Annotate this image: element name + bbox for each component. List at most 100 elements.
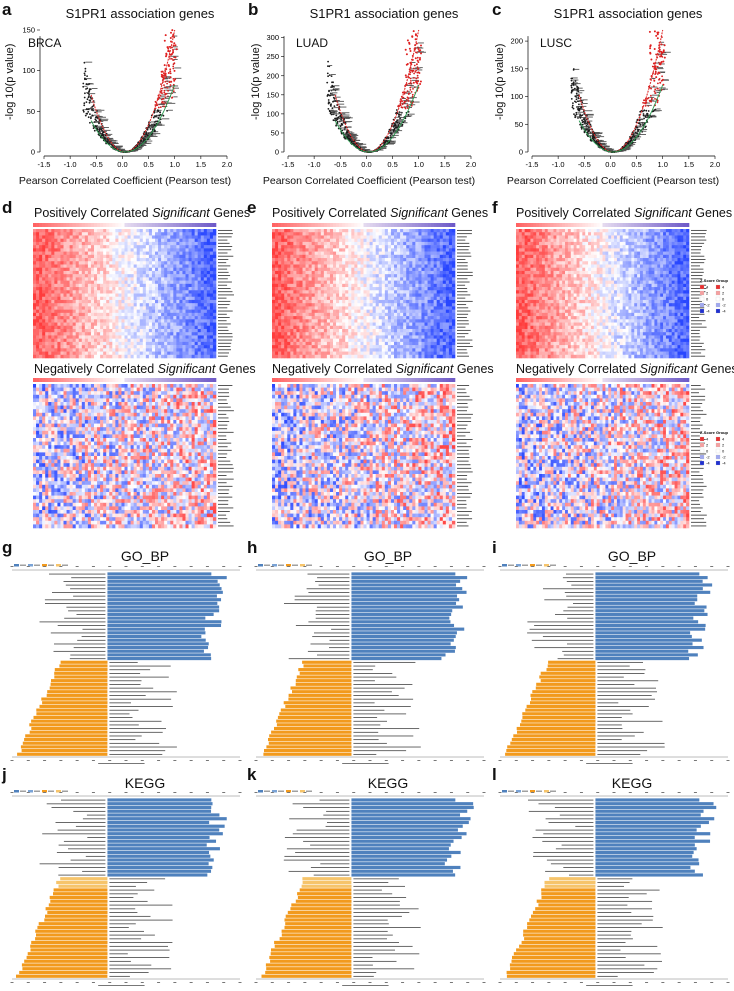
heatmap-cell [148, 325, 153, 330]
data-point [331, 84, 334, 87]
heatmap-cell [57, 283, 61, 288]
heatmap-cell [72, 245, 76, 249]
heatmap-cell [185, 341, 189, 346]
heatmap-cell [90, 270, 95, 275]
heatmap-cell [179, 312, 183, 317]
heatmap-cell [176, 232, 180, 236]
heatmap-cell [115, 267, 119, 272]
heatmap-cell [118, 332, 122, 336]
heatmap-cell [136, 280, 141, 285]
data-point [146, 134, 149, 137]
heatmap-cell [63, 270, 67, 275]
heatmap-cell [155, 267, 159, 272]
heatmap-cell [145, 332, 150, 336]
heatmap-cell [182, 274, 186, 278]
data-point [418, 58, 421, 61]
heatmap-cell [124, 303, 128, 307]
heatmap-cell [48, 328, 52, 333]
heatmap-cell [164, 235, 168, 239]
data-point [654, 88, 657, 91]
heatmap-cell [145, 245, 150, 249]
heatmap-cell [206, 261, 211, 265]
heatmap-cell [176, 384, 180, 388]
data-point [88, 93, 90, 96]
heatmap-cell [60, 258, 64, 262]
heatmap-cell [103, 316, 107, 320]
data-point [330, 86, 332, 88]
heatmap-cell [75, 332, 80, 336]
data-point [407, 107, 409, 109]
heatmap-cell [130, 267, 134, 272]
heatmap-cell [197, 261, 202, 265]
heatmap-cell [42, 335, 46, 339]
point-label [355, 139, 360, 141]
data-point [161, 100, 164, 103]
data-point [592, 134, 595, 137]
point-label [363, 149, 369, 151]
heatmap-cell [109, 229, 113, 233]
data-point [415, 80, 418, 83]
gene-label [218, 242, 230, 244]
heatmap-cell [112, 325, 116, 330]
data-point [408, 92, 410, 95]
heatmap-cell [48, 232, 52, 236]
point-label [104, 135, 111, 136]
point-label [103, 129, 111, 131]
heatmap-cell [148, 354, 153, 359]
heatmap-cell [133, 319, 137, 323]
heatmap-cell [136, 261, 141, 265]
data-point [168, 46, 171, 48]
heatmap-cell [103, 290, 107, 294]
heatmap-cell [139, 341, 144, 346]
heatmap-cell [145, 235, 150, 239]
heatmap-cell [136, 267, 141, 272]
heatmap-cell [97, 235, 101, 239]
heatmap-cell [161, 338, 165, 343]
heatmap-cell [48, 274, 52, 278]
heatmap-cell [48, 293, 52, 298]
heatmap-cell [33, 241, 37, 246]
heatmap-cell [167, 303, 171, 307]
point-label [624, 147, 631, 149]
header-cell [203, 223, 208, 227]
heatmap-cell [179, 254, 183, 259]
heatmap-cell [57, 254, 61, 259]
data-point [398, 113, 400, 116]
heatmap-cell [124, 261, 128, 265]
heatmap-cell [100, 283, 104, 288]
heatmap-cell [197, 309, 202, 314]
heatmap-cell [164, 322, 168, 327]
heatmap-cell [212, 238, 217, 243]
data-point [415, 51, 417, 54]
heatmap-cell [148, 232, 153, 236]
heatmap-cell [36, 235, 40, 239]
data-point [92, 127, 95, 130]
data-point [656, 33, 659, 36]
data-point [653, 90, 656, 93]
heatmap-cell [87, 303, 92, 307]
heatmap-cell [90, 306, 95, 310]
point-label [119, 148, 124, 150]
heatmap-cell [155, 387, 159, 392]
heatmap-cell [75, 341, 80, 346]
heatmap-cell [136, 293, 141, 298]
heatmap-cell [84, 338, 89, 343]
heatmap-cell [124, 316, 128, 320]
point-label [334, 85, 340, 87]
heatmap-cell [97, 261, 101, 265]
gene-label [218, 255, 234, 257]
heatmap-cell [60, 287, 64, 291]
header-cell [33, 378, 37, 382]
y-tick-label: 0 [31, 148, 35, 157]
point-label [343, 129, 349, 131]
heatmap-cell [182, 322, 186, 327]
data-point [627, 142, 630, 144]
heatmap-cell [209, 251, 214, 256]
point-label [94, 127, 103, 129]
heatmap-cell [84, 229, 89, 233]
heatmap-cell [66, 277, 70, 281]
heatmap-cell [164, 303, 168, 307]
heatmap-cell [118, 241, 122, 246]
data-point [338, 111, 341, 114]
